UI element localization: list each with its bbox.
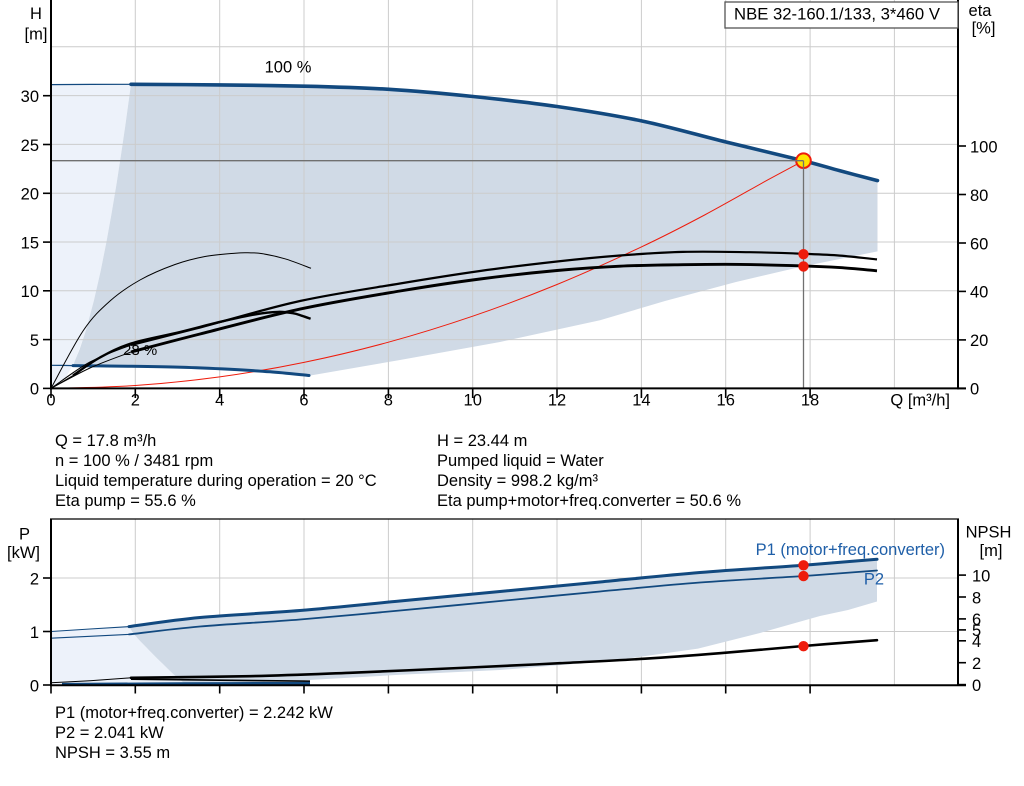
- svg-text:Eta pump = 55.6 %: Eta pump = 55.6 %: [55, 492, 196, 510]
- svg-text:80: 80: [970, 187, 988, 205]
- svg-text:10: 10: [972, 567, 990, 585]
- svg-text:5: 5: [972, 622, 981, 640]
- svg-text:NPSH: NPSH: [966, 524, 1012, 542]
- svg-text:15: 15: [21, 234, 39, 252]
- svg-text:100 %: 100 %: [265, 59, 312, 77]
- svg-text:10: 10: [21, 283, 39, 301]
- svg-text:2: 2: [30, 570, 39, 588]
- svg-text:[kW]: [kW]: [7, 544, 40, 562]
- svg-text:[m]: [m]: [980, 542, 1003, 560]
- svg-text:30: 30: [21, 88, 39, 106]
- svg-text:2: 2: [131, 392, 140, 410]
- svg-text:P: P: [19, 526, 30, 544]
- svg-text:Q [m³/h]: Q [m³/h]: [890, 392, 950, 410]
- svg-text:12: 12: [548, 392, 566, 410]
- svg-text:10: 10: [464, 392, 482, 410]
- svg-text:2: 2: [972, 655, 981, 673]
- svg-text:n = 100 % / 3481 rpm: n = 100 % / 3481 rpm: [55, 452, 213, 470]
- svg-text:16: 16: [717, 392, 735, 410]
- svg-text:Q = 17.8 m³/h: Q = 17.8 m³/h: [55, 432, 156, 450]
- svg-text:H: H: [30, 5, 42, 23]
- svg-text:NBE 32-160.1/133, 3*460 V: NBE 32-160.1/133, 3*460 V: [734, 5, 941, 24]
- svg-text:Pumped liquid = Water: Pumped liquid = Water: [437, 452, 604, 470]
- svg-text:4: 4: [972, 633, 981, 651]
- svg-text:25: 25: [21, 137, 39, 155]
- svg-text:100: 100: [970, 138, 998, 156]
- svg-text:P2 = 2.041 kW: P2 = 2.041 kW: [55, 724, 164, 742]
- svg-text:0: 0: [46, 392, 55, 410]
- svg-text:0: 0: [970, 381, 979, 399]
- svg-text:NPSH = 3.55 m: NPSH = 3.55 m: [55, 744, 170, 762]
- svg-text:6: 6: [299, 392, 308, 410]
- svg-text:P2: P2: [864, 571, 884, 589]
- svg-text:6: 6: [972, 611, 981, 629]
- svg-text:40: 40: [970, 284, 988, 302]
- svg-text:5: 5: [30, 332, 39, 350]
- svg-text:60: 60: [970, 235, 988, 253]
- svg-text:14: 14: [632, 392, 650, 410]
- svg-text:Density = 998.2 kg/m³: Density = 998.2 kg/m³: [437, 472, 598, 490]
- svg-text:[%]: [%]: [972, 20, 996, 38]
- svg-text:20: 20: [21, 186, 39, 204]
- svg-text:Liquid temperature during oper: Liquid temperature during operation = 20…: [55, 472, 377, 490]
- svg-text:H = 23.44 m: H = 23.44 m: [437, 432, 527, 450]
- svg-text:8: 8: [972, 589, 981, 607]
- svg-text:0: 0: [30, 677, 39, 695]
- svg-text:20: 20: [970, 332, 988, 350]
- svg-text:eta: eta: [969, 2, 993, 20]
- svg-text:8: 8: [384, 392, 393, 410]
- svg-text:28 %: 28 %: [123, 342, 157, 359]
- svg-text:P1 (motor+freq.converter) = 2.: P1 (motor+freq.converter) = 2.242 kW: [55, 704, 333, 722]
- svg-text:[m]: [m]: [25, 26, 48, 44]
- svg-text:0: 0: [30, 381, 39, 399]
- svg-text:0: 0: [972, 677, 981, 695]
- svg-text:1: 1: [30, 624, 39, 642]
- svg-text:Eta pump+motor+freq.converter: Eta pump+motor+freq.converter = 50.6 %: [437, 492, 741, 510]
- svg-text:4: 4: [215, 392, 224, 410]
- svg-text:P1 (motor+freq.converter): P1 (motor+freq.converter): [756, 541, 945, 559]
- svg-text:18: 18: [801, 392, 819, 410]
